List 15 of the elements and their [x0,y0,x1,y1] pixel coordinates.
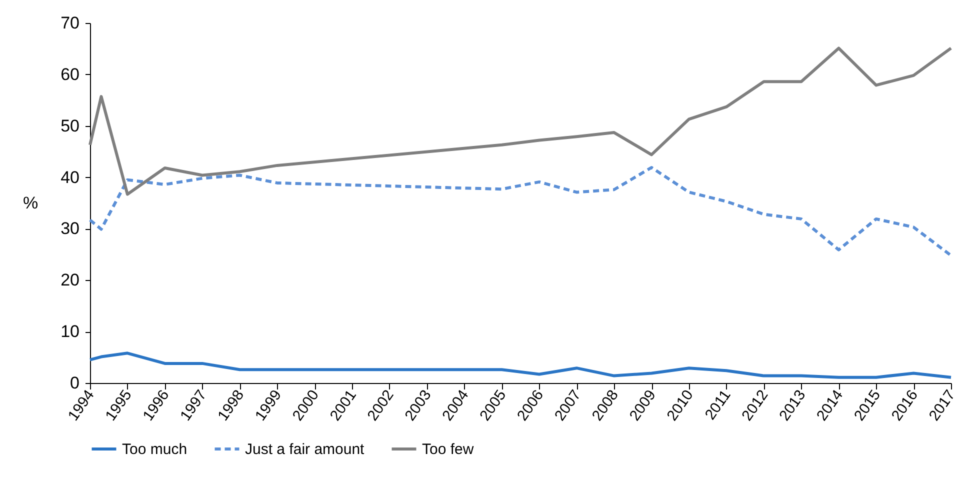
y-tick-label: 70 [60,14,80,32]
y-tick-label: 10 [60,322,80,342]
y-tick-label: 0 [70,374,80,392]
y-tick-label: 30 [60,219,80,238]
legend-label: Too much [122,441,188,458]
line-series [88,166,952,257]
line-series [88,352,952,379]
y-axis-title: % [23,194,38,212]
legend-label: Too few [422,441,474,458]
line-series [88,46,952,196]
y-tick-label: 20 [60,270,80,290]
legend-label: Just a fair amount [245,441,366,458]
y-tick-label: 40 [60,168,80,187]
y-tick-label: 60 [60,64,80,84]
y-tick-label: 50 [60,116,80,136]
